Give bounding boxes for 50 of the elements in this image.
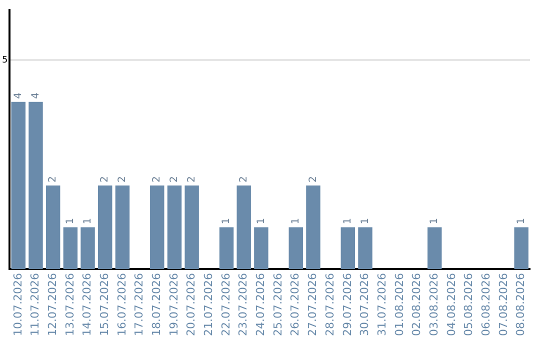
data-label: 4 bbox=[30, 92, 42, 99]
x-tick-label: 11.07.2026 bbox=[28, 273, 42, 336]
x-tick-label: 06.08.2026 bbox=[480, 273, 493, 336]
x-tick-label: 03.08.2026 bbox=[427, 273, 440, 336]
x-tick-label: 01.08.2026 bbox=[392, 273, 406, 336]
x-tick-label: 10.07.2026 bbox=[11, 273, 24, 336]
data-label: 2 bbox=[117, 176, 128, 182]
x-tick-label: 07.08.2026 bbox=[496, 273, 510, 336]
data-label: 2 bbox=[186, 176, 198, 182]
x-tick-label: 19.07.2026 bbox=[167, 273, 180, 336]
data-label: 1 bbox=[290, 218, 302, 224]
x-tick-label: 08.08.2026 bbox=[514, 273, 528, 336]
x-tick-label: 13.07.2026 bbox=[63, 273, 76, 336]
x-tick-label: 28.07.2026 bbox=[323, 273, 336, 336]
x-tick-label: 24.07.2026 bbox=[254, 273, 268, 336]
x-tick-label: 31.07.2026 bbox=[375, 273, 388, 336]
x-tick-label: 16.07.2026 bbox=[115, 273, 128, 336]
data-label: 2 bbox=[48, 176, 59, 182]
data-label: 2 bbox=[169, 176, 180, 182]
x-tick-label: 21.07.2026 bbox=[202, 273, 216, 336]
data-label: 2 bbox=[100, 176, 111, 182]
x-tick-label: 14.07.2026 bbox=[80, 273, 94, 336]
data-label: 2 bbox=[308, 176, 319, 182]
x-tick-label: 02.08.2026 bbox=[410, 273, 424, 336]
data-label: 1 bbox=[429, 218, 440, 224]
x-tick-label: 27.07.2026 bbox=[306, 273, 320, 336]
x-tick-label: 22.07.2026 bbox=[219, 273, 232, 336]
x-tick-label: 15.07.2026 bbox=[98, 273, 111, 336]
x-tick-label: 30.07.2026 bbox=[358, 273, 372, 336]
data-label: 1 bbox=[360, 218, 371, 224]
data-label: 2 bbox=[238, 176, 250, 182]
data-label: 1 bbox=[342, 218, 354, 224]
data-label: 1 bbox=[65, 218, 76, 224]
x-tick-label: 12.07.2026 bbox=[46, 273, 59, 336]
x-tick-label: 25.07.2026 bbox=[271, 273, 284, 336]
y-tick-label: 5 bbox=[2, 55, 8, 66]
x-tick-label: 23.07.2026 bbox=[236, 273, 250, 336]
data-label: 1 bbox=[256, 218, 267, 224]
x-tick-label: 04.08.2026 bbox=[444, 273, 458, 336]
x-tick-label: 29.07.2026 bbox=[340, 273, 354, 336]
x-tick-label: 05.08.2026 bbox=[462, 273, 476, 336]
data-label: 1 bbox=[82, 218, 94, 224]
x-tick-label: 17.07.2026 bbox=[132, 273, 146, 336]
x-tick-label: 26.07.2026 bbox=[288, 273, 302, 336]
x-tick-label: 18.07.2026 bbox=[150, 273, 163, 336]
data-label: 4 bbox=[12, 92, 24, 99]
x-tick-label: 20.07.2026 bbox=[184, 273, 198, 336]
data-label: 2 bbox=[152, 176, 163, 182]
data-label: 1 bbox=[516, 218, 527, 224]
data-label: 1 bbox=[221, 218, 232, 224]
